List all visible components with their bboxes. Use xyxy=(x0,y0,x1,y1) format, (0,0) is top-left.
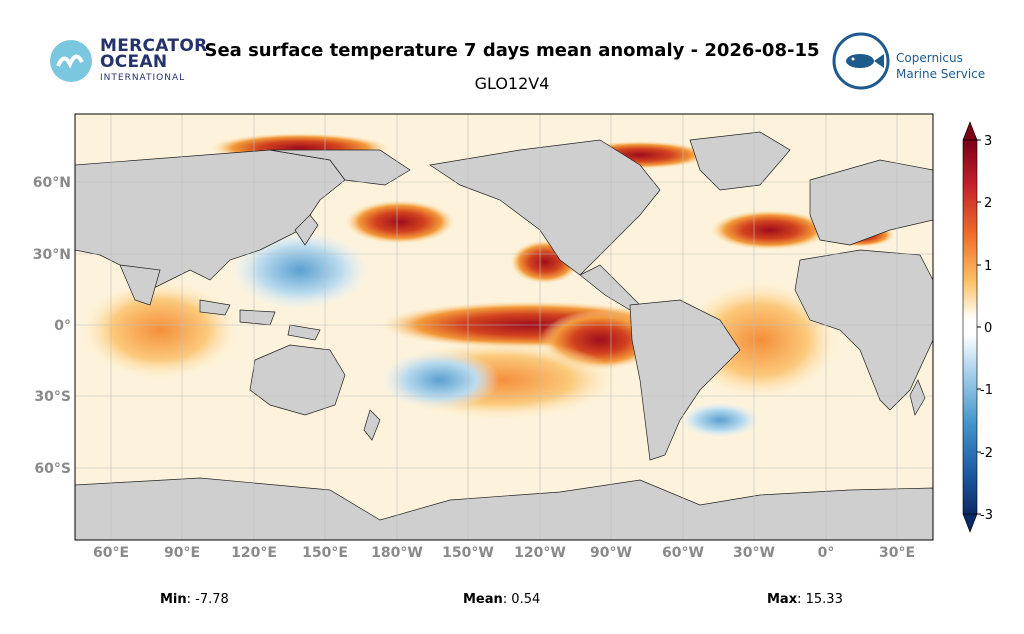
colorbar-tick-label: 1 xyxy=(984,259,992,274)
central-south-pacific-cool-anomaly xyxy=(380,350,500,410)
land-borneo xyxy=(239,309,276,326)
stat-mean: Mean: 0.54 xyxy=(463,592,540,607)
colorbar-tick-label: 0 xyxy=(984,321,992,336)
colorbar-tick-label: 2 xyxy=(984,196,992,211)
longitude-labels: 60°E 90°E 120°E 150°E 180°W 150°W 120°W … xyxy=(93,545,915,561)
mercator-sub: INTERNATIONAL xyxy=(100,73,186,83)
lat-label: 30°N xyxy=(33,247,71,263)
land-greenland xyxy=(689,131,791,191)
lat-label: 0° xyxy=(54,318,71,334)
stat-max-label: Max xyxy=(767,592,798,607)
stat-min-value: : -7.78 xyxy=(186,592,229,607)
map-subtitle: GLO12V4 xyxy=(474,74,550,93)
copernicus-logo: Copernicus Marine Service xyxy=(830,30,990,92)
colorbar: 3 2 1 0 -1 -2 -3 xyxy=(962,121,993,533)
stat-max: Max: 15.33 xyxy=(767,592,843,607)
stat-mean-label: Mean xyxy=(463,592,503,607)
lat-label: 60°N xyxy=(33,175,71,191)
brazil-malvinas-cool-anomaly xyxy=(680,402,760,438)
colorbar-tick-label: 3 xyxy=(984,134,992,149)
land-south-america xyxy=(629,299,741,461)
land-australia xyxy=(249,344,346,416)
stat-mean-value: : 0.54 xyxy=(502,592,541,607)
mercator-swirl-icon xyxy=(50,40,92,82)
latitude-labels: 60°N 30°N 0° 30°S 60°S xyxy=(33,175,71,477)
north-atlantic-hot-anomaly xyxy=(710,210,830,250)
colorbar-tick-label: -1 xyxy=(980,383,993,398)
fish-emblem-icon xyxy=(832,32,890,90)
land-new-guinea xyxy=(287,324,321,341)
land-madagascar xyxy=(909,379,926,416)
lon-label: 180°W xyxy=(371,545,423,561)
west-pacific-cool-anomaly xyxy=(230,230,370,310)
land-india xyxy=(119,264,161,306)
lon-label: 60°E xyxy=(93,545,129,561)
land-new-zealand xyxy=(363,409,381,441)
lon-label: 90°W xyxy=(590,545,632,561)
land-europe xyxy=(809,159,933,246)
land-north-america xyxy=(429,139,661,276)
lon-label: 150°W xyxy=(442,545,494,561)
colorbar-tick-label: -2 xyxy=(980,446,993,461)
map-field xyxy=(75,114,933,540)
lat-label: 30°S xyxy=(34,389,71,405)
stat-min-label: Min xyxy=(160,592,187,607)
land-masses xyxy=(75,131,933,540)
mercator-ocean-logo: MERCATOR OCEAN INTERNATIONAL xyxy=(48,38,208,86)
north-pacific-hot-anomaly xyxy=(345,200,455,244)
lon-label: 60°W xyxy=(662,545,704,561)
land-sumatra xyxy=(199,299,231,316)
stat-max-value: : 15.33 xyxy=(797,592,843,607)
colorbar-scale xyxy=(962,139,978,515)
land-japan xyxy=(294,214,319,246)
lat-label: 60°S xyxy=(34,461,71,477)
colorbar-top-arrow xyxy=(962,121,978,141)
lon-label: 30°W xyxy=(733,545,775,561)
land-siberia xyxy=(269,149,411,186)
lon-label: 150°E xyxy=(302,545,348,561)
copernicus-text: Copernicus Marine Service xyxy=(896,51,986,81)
lon-label: 30°E xyxy=(879,545,915,561)
mercator-brand: MERCATOR OCEAN xyxy=(100,36,208,72)
indian-ocean-warm-anomaly xyxy=(80,280,240,380)
stat-min: Min: -7.78 xyxy=(160,592,229,607)
lon-label: 90°E xyxy=(164,545,200,561)
lon-label: 120°E xyxy=(231,545,277,561)
map-frame xyxy=(74,113,934,541)
colorbar-tick-label: -3 xyxy=(980,508,993,523)
map-title: Sea surface temperature 7 days mean anom… xyxy=(204,40,820,61)
colorbar-ticks: 3 2 1 0 -1 -2 -3 xyxy=(977,134,993,523)
lon-label: 0° xyxy=(818,545,835,561)
land-africa xyxy=(794,249,933,411)
map-gridlines xyxy=(75,114,933,540)
colorbar-bottom-arrow xyxy=(962,513,978,533)
land-antarctica xyxy=(75,477,933,540)
lon-label: 120°W xyxy=(514,545,566,561)
